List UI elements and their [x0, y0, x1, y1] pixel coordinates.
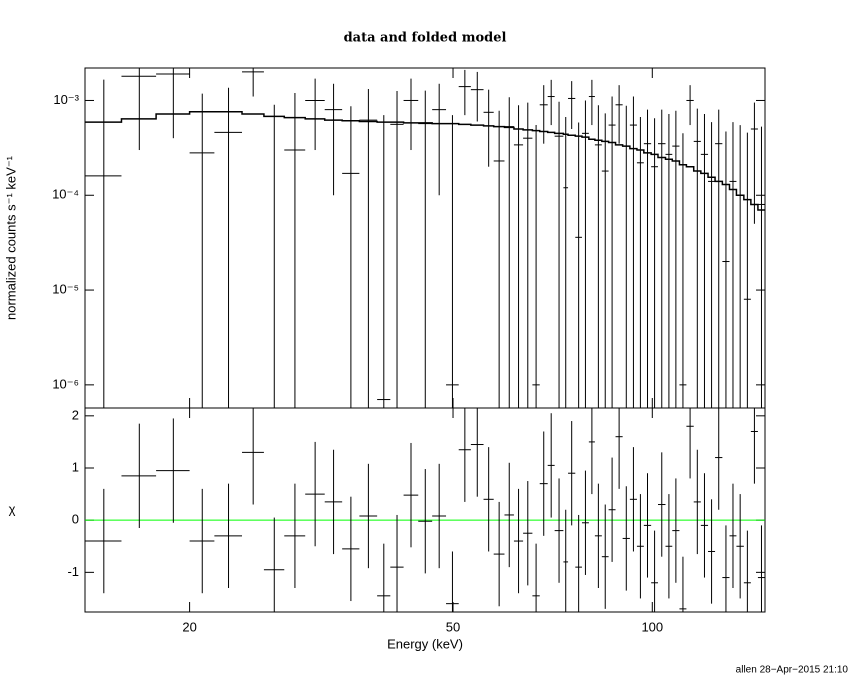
y-tick-label: 1 — [72, 459, 79, 474]
plot-frame — [84, 407, 766, 613]
y-axis-label: normalized counts s⁻¹ keV⁻¹ — [3, 155, 18, 320]
x-tick-label: 50 — [446, 619, 460, 634]
x-tick-label: 20 — [182, 619, 196, 634]
x-tick-label: 100 — [641, 619, 663, 634]
y-tick-label: 10⁻⁵ — [52, 281, 79, 296]
y-tick-label: -1 — [67, 564, 79, 579]
x-axis-label: Energy (keV) — [387, 636, 463, 651]
y-tick-label: 10⁻⁴ — [52, 187, 79, 202]
y-tick-label: 10⁻⁶ — [52, 376, 79, 391]
y-tick-label: 0 — [72, 512, 79, 527]
footer: allen 28−Apr−2015 21:10 — [736, 665, 849, 676]
y-tick-label: 10⁻³ — [53, 92, 79, 107]
chart-title: data and folded model — [344, 31, 507, 46]
plot-area — [85, 408, 765, 612]
y-tick-label: 2 — [72, 407, 79, 422]
y-axis-label: χ — [9, 501, 16, 516]
plot-area — [85, 68, 765, 408]
